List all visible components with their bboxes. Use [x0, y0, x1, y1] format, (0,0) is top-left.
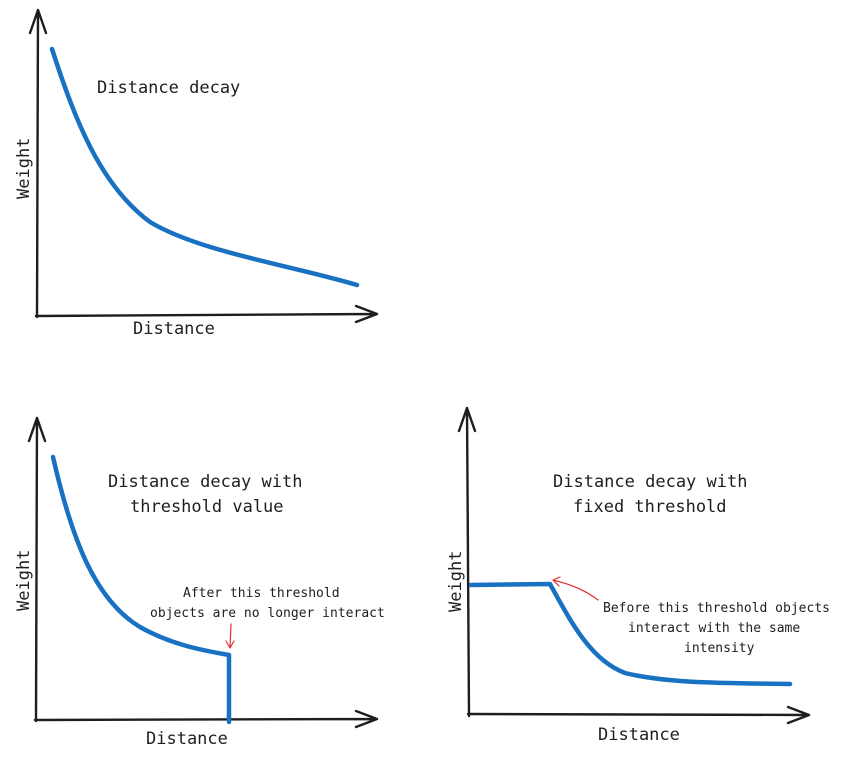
- y-axis-label: Weight: [14, 138, 34, 199]
- threshold-note-line2: interact with the same: [628, 621, 800, 636]
- x-axis-label: Distance: [133, 319, 215, 339]
- y-axis: [457, 406, 477, 718]
- decay-curve: [468, 581, 793, 687]
- panel-title: Distance decay: [97, 78, 240, 98]
- panel-title-line1: Distance decay with: [553, 472, 747, 492]
- x-axis: [466, 705, 811, 725]
- y-axis: [28, 8, 48, 319]
- threshold-note-line3: intensity: [684, 641, 755, 656]
- x-axis-label: Distance: [598, 725, 680, 745]
- panel-title-line2: threshold value: [130, 497, 284, 517]
- decay-curve: [49, 46, 360, 288]
- threshold-note-line2: objects are no longer interact: [150, 606, 385, 621]
- panel-title-line2: fixed threshold: [573, 497, 727, 517]
- threshold-note-line1: Before this threshold objects: [603, 601, 830, 616]
- x-axis: [34, 304, 379, 324]
- decay-curve: [50, 454, 232, 725]
- threshold-note-line1: After this threshold: [183, 586, 340, 601]
- panel-title-line1: Distance decay with: [108, 472, 302, 492]
- y-axis: [27, 416, 47, 723]
- y-axis-label: Weight: [14, 550, 34, 611]
- panel-distance-decay: Distance decay Distance Weight: [14, 8, 379, 339]
- panel-fixed-threshold: Distance decay with fixed threshold Befo…: [446, 406, 830, 745]
- y-axis-label: Weight: [446, 551, 466, 612]
- panel-threshold-value: Distance decay with threshold value Afte…: [14, 416, 385, 749]
- x-axis: [33, 709, 379, 729]
- threshold-pointer-arrow: [552, 576, 599, 601]
- threshold-pointer-arrow: [225, 623, 235, 649]
- x-axis-label: Distance: [146, 729, 228, 749]
